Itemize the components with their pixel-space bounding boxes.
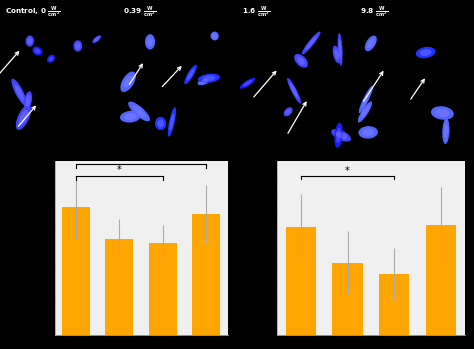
Bar [332,263,363,335]
Ellipse shape [336,128,341,143]
Ellipse shape [16,105,31,130]
Ellipse shape [198,74,220,83]
Text: Control, 0 $\mathbf{\frac{W}{cm^2}}$: Control, 0 $\mathbf{\frac{W}{cm^2}}$ [5,5,61,20]
Bar [191,214,219,335]
Ellipse shape [198,78,211,85]
Ellipse shape [362,91,370,107]
Ellipse shape [128,102,150,121]
Ellipse shape [338,39,342,59]
Ellipse shape [290,83,298,98]
Ellipse shape [436,109,449,117]
Text: 9.8 $\mathbf{\frac{W}{cm^2}}$: 9.8 $\mathbf{\frac{W}{cm^2}}$ [360,5,388,20]
Ellipse shape [19,110,28,125]
Ellipse shape [26,95,30,106]
Ellipse shape [200,79,208,84]
Ellipse shape [442,118,449,144]
Ellipse shape [133,105,146,117]
Ellipse shape [75,43,81,49]
Ellipse shape [335,132,347,139]
Ellipse shape [358,126,378,139]
Ellipse shape [359,86,373,113]
Ellipse shape [361,106,369,118]
Ellipse shape [32,46,42,55]
Ellipse shape [358,101,372,122]
Ellipse shape [334,49,339,60]
Ellipse shape [73,40,82,52]
Ellipse shape [124,76,133,88]
Y-axis label: Area of Nucleus in μm²: Area of Nucleus in μm² [245,208,252,288]
Text: 1.6 $\mathbf{\frac{W}{cm^2}}$: 1.6 $\mathbf{\frac{W}{cm^2}}$ [242,5,270,20]
Ellipse shape [145,34,155,50]
Ellipse shape [168,107,176,137]
Ellipse shape [120,111,141,122]
Ellipse shape [362,128,374,136]
Ellipse shape [157,119,164,127]
Ellipse shape [294,54,308,68]
Ellipse shape [184,65,197,84]
Ellipse shape [365,36,377,51]
Bar [106,239,134,335]
Ellipse shape [337,33,343,66]
Bar [148,243,176,335]
Ellipse shape [15,84,24,101]
Bar [63,207,91,335]
Ellipse shape [306,36,317,50]
Ellipse shape [120,72,136,92]
Ellipse shape [212,34,217,39]
Ellipse shape [367,39,374,48]
Ellipse shape [333,46,341,63]
Ellipse shape [11,79,27,106]
Ellipse shape [169,113,174,131]
Ellipse shape [124,113,137,120]
Ellipse shape [27,38,32,44]
Ellipse shape [147,37,153,46]
Ellipse shape [92,35,101,43]
Ellipse shape [419,49,431,56]
Ellipse shape [187,69,194,80]
Ellipse shape [155,117,166,130]
Bar [286,227,316,335]
Ellipse shape [302,31,320,54]
Ellipse shape [24,91,32,110]
Text: 0.39 $\mathbf{\frac{W}{cm^2}}$: 0.39 $\mathbf{\frac{W}{cm^2}}$ [123,5,156,20]
Text: *: * [117,164,122,174]
Ellipse shape [243,80,252,87]
Bar [379,274,410,335]
Ellipse shape [416,47,436,58]
Ellipse shape [334,122,343,148]
Ellipse shape [431,106,454,120]
Ellipse shape [283,107,292,116]
Text: *: * [345,165,350,176]
Ellipse shape [35,48,40,54]
Ellipse shape [210,32,219,40]
Ellipse shape [47,55,55,63]
Ellipse shape [26,35,34,47]
Y-axis label: Aspect Ratio of Nucleus μm/μm: Aspect Ratio of Nucleus μm/μm [26,193,32,303]
Bar [426,225,456,335]
Ellipse shape [331,129,351,142]
Ellipse shape [202,75,216,81]
Ellipse shape [240,78,255,89]
Ellipse shape [444,124,448,139]
Ellipse shape [94,37,100,42]
Ellipse shape [297,57,305,65]
Text: *: * [138,153,144,163]
Ellipse shape [49,56,54,61]
Ellipse shape [285,109,291,114]
Ellipse shape [287,78,301,104]
